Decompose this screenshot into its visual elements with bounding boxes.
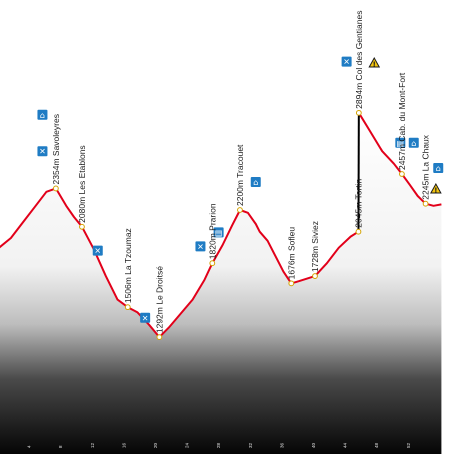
x-tick-label: 48 [374, 442, 379, 448]
waypoint-marker [124, 304, 131, 311]
waypoint-label: 1676m Sofleu [286, 227, 296, 280]
x-tick-label: 8 [58, 445, 63, 448]
x-tick-label: 52 [406, 442, 411, 448]
waypoint-marker [79, 223, 85, 230]
svg-text:⌂: ⌂ [253, 178, 258, 187]
svg-text:!: ! [373, 61, 376, 69]
x-tick-label: 4 [27, 445, 32, 448]
food-icon: ✕ [37, 146, 48, 157]
svg-text:✕: ✕ [39, 147, 46, 156]
x-axis: 4 8 12 16 20 24 28 32 36 40 44 48 52 [27, 442, 411, 448]
x-tick-label: 24 [185, 442, 190, 448]
waypoints: 2354m Savoleyres 2080m Les Etablons 1506m … [51, 11, 431, 341]
waypoint-marker [237, 207, 243, 213]
hut-icon: ⌂ [250, 177, 261, 187]
waypoint-label: 2080m Les Etablons [77, 145, 87, 223]
waypoint-marker [288, 280, 295, 287]
poi-icons: ⌂ ✕ ✕ ✕ ✕ ▤ ⌂ ✕ ! ▤ ⌂ ⌂! [37, 56, 444, 323]
waypoint-label: 1728m Siviez [310, 221, 320, 272]
waypoint-marker [52, 185, 59, 192]
waypoint-label: 2894m Col des Gentianes [354, 11, 364, 109]
svg-text:⌂: ⌂ [411, 139, 416, 148]
warning-icon: ! [368, 56, 381, 69]
waypoint-label: 2457m Cab. du Mont-Fort [397, 72, 407, 170]
waypoint-marker [422, 200, 429, 207]
x-tick-label: 40 [311, 442, 316, 448]
svg-text:✕: ✕ [197, 242, 204, 251]
elevation-area-fill [0, 112, 442, 454]
x-tick-label: 36 [279, 442, 284, 448]
x-tick-label: 28 [216, 442, 221, 448]
elevation-area [0, 112, 442, 454]
hut-icon: ⌂ [433, 163, 444, 173]
hut-icon: ⌂ [37, 109, 48, 120]
food-icon: ✕ [341, 56, 352, 67]
x-tick-label: 32 [248, 442, 253, 448]
elevation-line [0, 112, 442, 339]
waypoint-marker [312, 273, 318, 279]
waypoint-marker [355, 228, 362, 235]
x-tick-label: 12 [90, 442, 95, 448]
elevation-line-segment [357, 112, 442, 207]
svg-text:⌂: ⌂ [436, 164, 441, 173]
svg-text:⌂: ⌂ [40, 111, 45, 120]
waypoint-marker [399, 171, 405, 177]
food-icon: ✕ [195, 241, 206, 252]
x-tick-label: 20 [153, 442, 158, 448]
waypoint-label: 1292m Le Droitsé [154, 266, 164, 333]
x-tick-label: 16 [121, 442, 126, 448]
waypoint-label: 2354m Savoleyres [51, 114, 61, 184]
waypoint-label: 1820m Prarion [207, 203, 217, 259]
svg-text:✕: ✕ [94, 247, 101, 256]
hut-icon: ⌂ [408, 137, 419, 148]
elevation-line-segment [0, 187, 359, 339]
svg-text:!: ! [434, 187, 437, 195]
waypoint-marker [209, 260, 216, 267]
svg-text:▤: ▤ [215, 228, 223, 237]
lift-icon: ▤ [395, 137, 406, 148]
food-icon: ✕ [140, 312, 151, 323]
waypoint-label: 2200m Tracouet [235, 144, 245, 206]
food-icon: ✕ [92, 245, 103, 256]
warning-icon: ! [430, 182, 442, 195]
x-tick-label: 44 [343, 442, 348, 448]
waypoint-marker [156, 334, 163, 341]
svg-text:▤: ▤ [397, 139, 405, 148]
waypoint-label: 1506m La Tzoumaz [123, 228, 133, 303]
waypoint-label: 2245m La Chaux [421, 134, 431, 199]
svg-text:✕: ✕ [343, 58, 350, 67]
waypoint-marker [355, 109, 362, 116]
waypoint-label: 2045m Tortin [353, 178, 363, 227]
svg-text:✕: ✕ [142, 314, 149, 323]
lift-icon: ▤ [213, 227, 224, 238]
